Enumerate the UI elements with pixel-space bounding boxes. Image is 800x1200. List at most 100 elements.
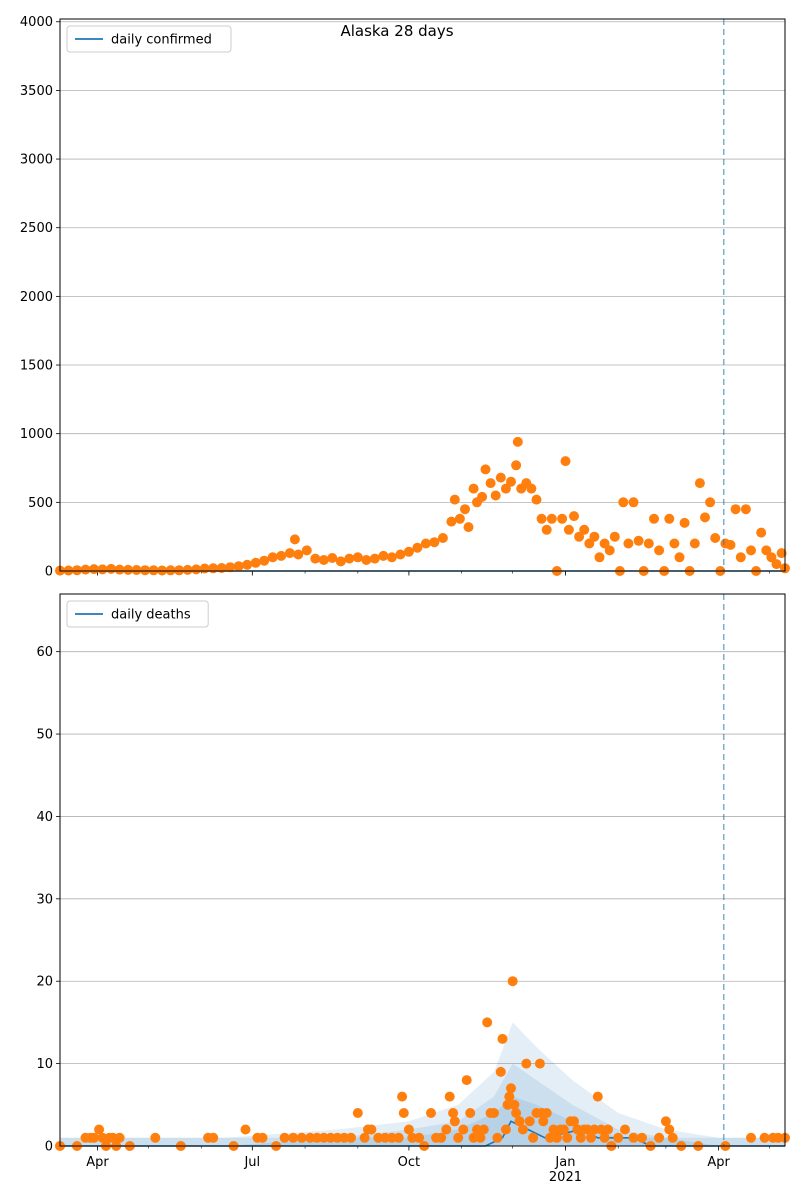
data-point xyxy=(735,552,746,563)
data-point xyxy=(506,1083,516,1094)
data-point xyxy=(623,538,634,549)
data-point xyxy=(579,524,590,535)
data-point xyxy=(674,552,685,563)
y-tick-label: 3500 xyxy=(20,84,53,99)
data-point xyxy=(352,1108,363,1118)
x-tick-label: Oct xyxy=(398,1155,420,1170)
data-point xyxy=(759,1132,770,1143)
data-point xyxy=(584,538,595,549)
data-point xyxy=(524,1116,535,1127)
data-point xyxy=(361,555,372,565)
uncertainty-band xyxy=(60,1022,785,1146)
y-tick-label: 0 xyxy=(45,1140,53,1155)
data-point xyxy=(276,550,287,561)
data-point xyxy=(495,472,506,483)
data-point xyxy=(660,1116,671,1127)
y-tick-label: 50 xyxy=(36,728,53,743)
data-point xyxy=(393,1132,404,1143)
y-tick-label: 20 xyxy=(36,975,53,990)
data-point xyxy=(628,497,639,508)
data-point xyxy=(551,1132,562,1143)
data-point xyxy=(643,538,654,549)
data-point xyxy=(468,483,479,494)
data-point xyxy=(461,1075,472,1086)
data-point xyxy=(490,490,501,501)
data-point xyxy=(259,555,270,566)
data-point xyxy=(504,1091,515,1102)
data-point xyxy=(72,565,82,576)
data-point xyxy=(403,1124,414,1135)
data-point xyxy=(592,1091,603,1102)
data-point xyxy=(335,556,346,567)
data-point xyxy=(412,542,423,553)
y-tick-label: 2000 xyxy=(20,290,53,305)
data-point xyxy=(506,476,516,487)
data-point xyxy=(664,513,675,524)
data-point xyxy=(563,524,574,535)
data-point xyxy=(740,504,751,515)
data-point xyxy=(528,1132,539,1143)
data-point xyxy=(150,1132,161,1143)
legend-label: daily confirmed xyxy=(111,33,212,48)
y-tick-label: 2500 xyxy=(20,221,53,236)
data-point xyxy=(131,565,142,575)
data-point xyxy=(589,531,600,542)
data-point xyxy=(546,513,557,524)
data-point xyxy=(448,1108,459,1118)
data-point xyxy=(165,565,176,576)
y-tick-label: 1500 xyxy=(20,359,53,374)
data-point xyxy=(478,1124,489,1135)
data-point xyxy=(489,1108,499,1118)
data-point xyxy=(395,549,406,560)
legend-label: daily deaths xyxy=(111,608,191,623)
data-point xyxy=(318,555,329,565)
data-point xyxy=(225,562,236,573)
data-point xyxy=(633,535,644,546)
data-point xyxy=(242,559,253,570)
data-point xyxy=(301,545,312,556)
data-point xyxy=(575,1132,586,1143)
data-point xyxy=(199,563,210,574)
data-point xyxy=(437,533,448,543)
x-year-label: 2021 xyxy=(549,1170,582,1185)
data-point xyxy=(649,513,659,524)
data-point xyxy=(746,1132,756,1143)
data-point xyxy=(654,545,665,556)
data-point xyxy=(495,1066,506,1077)
figure-title: Alaska 28 days xyxy=(340,22,453,40)
axes-frame xyxy=(59,18,786,572)
data-point xyxy=(250,557,261,568)
data-point xyxy=(569,511,579,522)
data-point xyxy=(397,1091,408,1102)
data-point xyxy=(574,531,585,542)
data-point xyxy=(609,531,620,542)
data-point xyxy=(208,563,219,574)
data-point xyxy=(485,478,496,489)
data-point xyxy=(534,1058,545,1069)
data-point xyxy=(511,1108,522,1118)
data-point xyxy=(279,1132,290,1143)
data-point xyxy=(288,1132,299,1143)
data-point xyxy=(386,552,397,563)
data-point xyxy=(667,1132,678,1143)
data-point xyxy=(531,494,542,505)
data-point xyxy=(507,976,518,987)
data-point xyxy=(89,1132,99,1143)
data-point xyxy=(114,1132,125,1143)
data-point xyxy=(562,1132,573,1143)
y-tick-label: 500 xyxy=(28,496,53,511)
data-point xyxy=(191,564,202,575)
data-point xyxy=(140,565,151,576)
data-point xyxy=(233,561,244,572)
y-tick-label: 0 xyxy=(45,565,53,580)
data-point xyxy=(449,1116,460,1127)
data-point xyxy=(446,516,457,527)
data-point xyxy=(710,533,721,543)
data-point xyxy=(569,1116,579,1127)
data-point xyxy=(613,1132,624,1143)
data-point xyxy=(310,553,321,564)
data-point xyxy=(114,564,125,575)
data-point xyxy=(541,524,552,535)
data-point xyxy=(420,538,431,549)
data-point xyxy=(771,559,782,570)
